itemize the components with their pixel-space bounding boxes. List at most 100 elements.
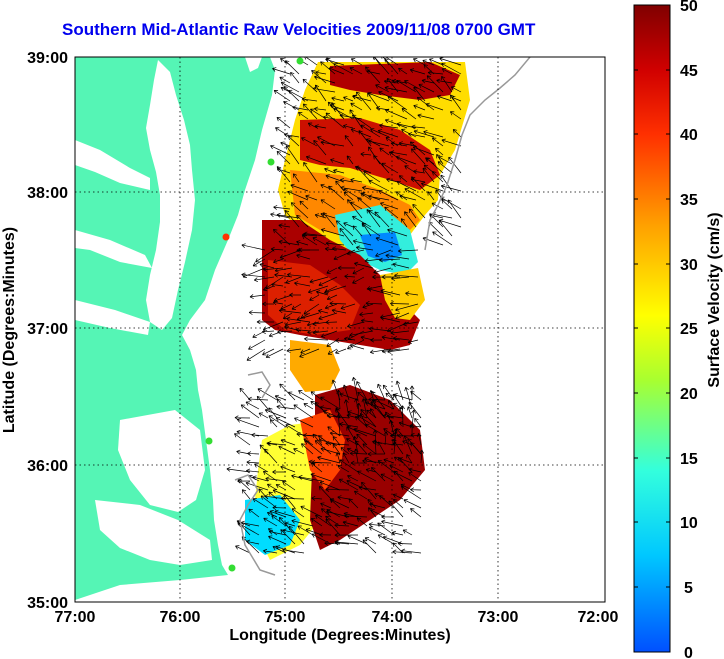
velocity-arrow <box>361 481 377 500</box>
velocity-arrow <box>267 483 278 491</box>
velocity-arrow <box>339 459 359 473</box>
velocity-arrow <box>339 227 354 246</box>
velocity-arrow <box>413 58 426 66</box>
velocity-arrow <box>362 539 377 554</box>
velocity-arrow <box>276 404 296 410</box>
velocity-arrow <box>303 162 318 183</box>
velocity-arrow <box>404 80 426 93</box>
velocity-arrow <box>241 489 251 500</box>
velocity-arrow <box>240 404 260 419</box>
velocity-arrow <box>384 118 408 129</box>
velocity-arrow <box>336 389 342 410</box>
velocity-arrow <box>305 440 323 455</box>
velocity-arrow <box>364 258 383 263</box>
velocity-arrow <box>368 326 392 332</box>
velocity-arrow <box>257 388 278 401</box>
velocity-arrow <box>327 348 338 355</box>
velocity-arrow <box>438 156 453 165</box>
velocity-arrow <box>290 202 309 219</box>
colorbar-tick-label: 5 <box>684 580 693 597</box>
velocity-arrow <box>429 58 444 66</box>
x-tick-label: 76:00 <box>160 609 201 626</box>
velocity-arrow <box>272 300 284 306</box>
velocity-arrow <box>351 376 359 401</box>
velocity-arrow <box>351 114 372 129</box>
velocity-arrow <box>252 475 269 482</box>
velocity-arrow <box>287 272 311 278</box>
velocity-arrow <box>427 70 444 76</box>
velocity-arrow <box>322 212 336 228</box>
velocity-arrow <box>314 124 327 129</box>
velocity-arrow <box>369 502 386 509</box>
velocity-arrow <box>291 474 314 482</box>
velocity-arrow <box>441 68 453 75</box>
velocity-arrow <box>262 285 275 292</box>
velocity-arrow <box>328 185 345 201</box>
velocity-arrow <box>280 438 296 446</box>
velocity-arrow <box>254 463 269 473</box>
velocity-arrow <box>284 60 300 75</box>
velocity-arrow <box>301 443 314 455</box>
velocity-arrow <box>381 519 404 527</box>
velocity-arrow <box>334 539 359 545</box>
velocity-arrow <box>395 312 410 320</box>
y-tick-label: 39:00 <box>27 50 68 67</box>
velocity-arrow <box>303 403 314 410</box>
velocity-arrow <box>419 449 425 464</box>
velocity-arrow <box>388 419 395 437</box>
velocity-arrow <box>377 534 395 545</box>
velocity-arrow <box>377 460 395 473</box>
velocity-arrow <box>286 316 311 323</box>
velocity-arrow <box>320 502 332 509</box>
velocity-arrow <box>278 239 300 246</box>
velocity-arrow <box>369 408 377 419</box>
velocity-arrow <box>339 113 363 120</box>
velocity-arrow <box>262 348 275 356</box>
velocity-arrow <box>317 136 336 147</box>
velocity-arrow <box>324 303 338 310</box>
velocity-arrow <box>381 348 401 354</box>
velocity-arrow <box>369 348 392 355</box>
velocity-arrow <box>271 282 284 288</box>
velocity-arrow <box>280 141 291 147</box>
velocity-arrow <box>307 122 318 129</box>
velocity-arrow <box>273 205 291 210</box>
velocity-arrow <box>383 431 389 446</box>
velocity-arrow <box>340 185 363 192</box>
velocity-arrow <box>355 245 374 251</box>
velocity-arrow <box>337 495 350 500</box>
velocity-arrow <box>285 424 305 437</box>
velocity-arrow <box>329 498 350 509</box>
velocity-arrow <box>350 460 368 466</box>
velocity-arrow <box>294 417 314 428</box>
velocity-arrow <box>298 390 314 401</box>
velocity-arrow <box>274 267 293 273</box>
velocity-arrow <box>263 267 284 272</box>
velocity-arrow <box>379 257 401 263</box>
velocity-arrow <box>416 432 422 446</box>
velocity-arrow <box>274 509 296 518</box>
velocity-arrow <box>324 167 336 174</box>
velocity-arrow <box>440 184 462 192</box>
velocity-arrow <box>350 58 363 66</box>
velocity-arrow <box>447 199 462 219</box>
velocity-arrow <box>275 545 296 554</box>
velocity-arrow <box>329 301 347 306</box>
velocity-arrow <box>288 525 305 545</box>
velocity-arrow <box>403 435 413 455</box>
velocity-arrow <box>256 319 275 325</box>
velocity-arrow <box>352 267 365 275</box>
colorbar <box>633 4 671 653</box>
colorbar-tick-label: 25 <box>680 321 698 338</box>
velocity-arrow <box>310 518 323 527</box>
velocity-arrow <box>352 225 363 237</box>
x-tick-label: 73:00 <box>478 609 519 626</box>
velocity-arrow <box>441 62 462 75</box>
velocity-arrow <box>313 139 327 156</box>
velocity-arrow <box>406 406 413 419</box>
velocity-arrow <box>413 104 426 111</box>
velocity-arrow <box>290 71 300 84</box>
velocity-arrow <box>312 330 329 335</box>
x-tick-label: 77:00 <box>55 609 96 626</box>
velocity-arrow <box>318 312 338 321</box>
